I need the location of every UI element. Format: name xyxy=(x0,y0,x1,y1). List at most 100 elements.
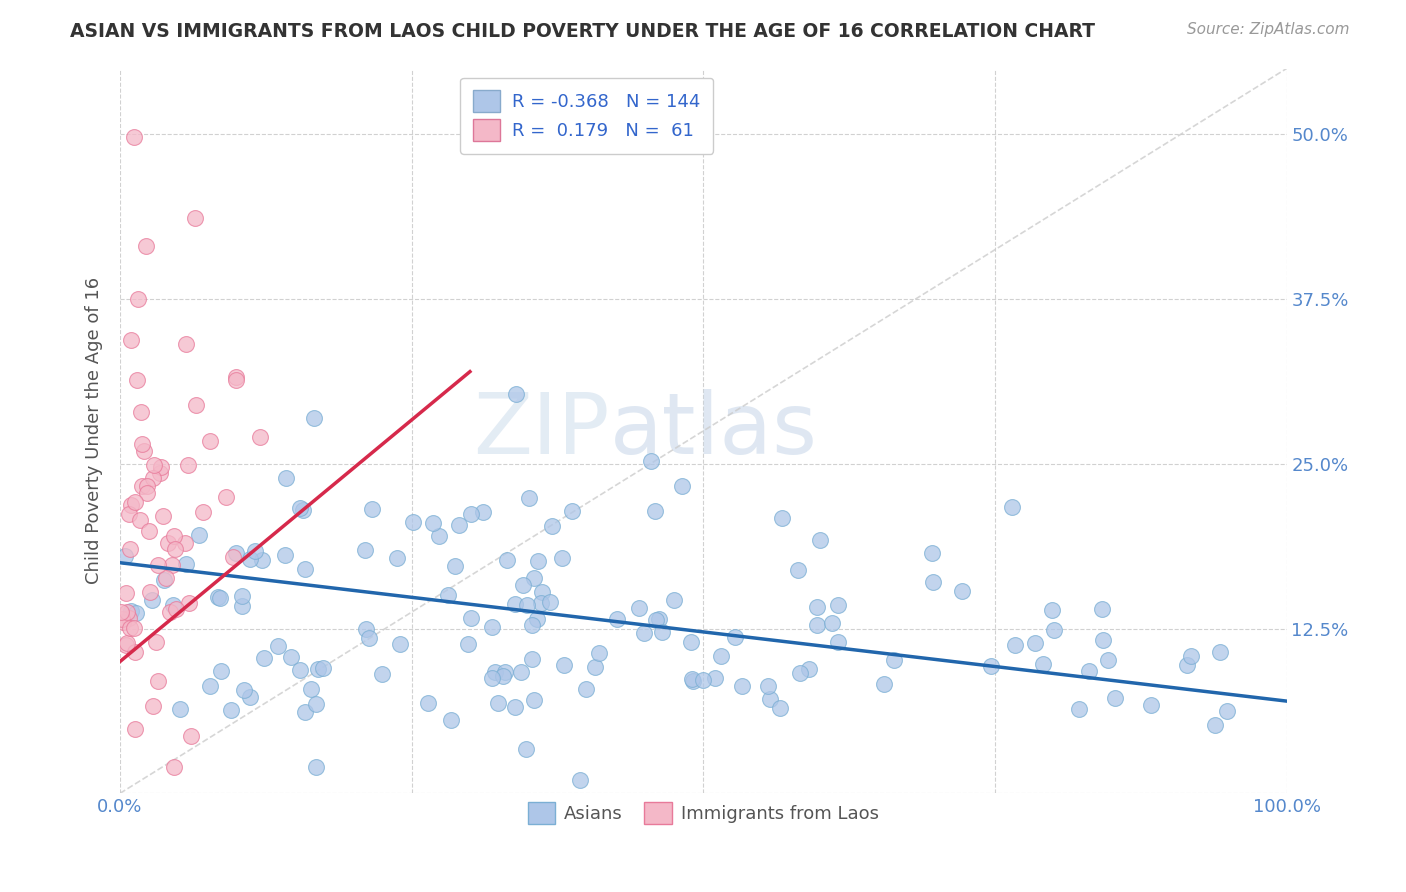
Point xyxy=(531,585,554,599)
Point xyxy=(114,638,136,652)
Point xyxy=(177,597,200,611)
Point xyxy=(225,370,247,384)
Point xyxy=(276,470,298,484)
Point xyxy=(120,604,142,618)
Point xyxy=(515,742,537,756)
Point xyxy=(520,618,543,632)
Point xyxy=(1180,648,1202,663)
Text: Source: ZipAtlas.com: Source: ZipAtlas.com xyxy=(1187,22,1350,37)
Point xyxy=(471,505,494,519)
Point xyxy=(606,612,628,626)
Point xyxy=(481,671,503,685)
Point xyxy=(1091,601,1114,615)
Y-axis label: Child Poverty Under the Age of 16: Child Poverty Under the Age of 16 xyxy=(86,277,103,584)
Point xyxy=(731,679,754,693)
Point xyxy=(645,613,668,627)
Point xyxy=(561,503,583,517)
Point xyxy=(291,503,314,517)
Point xyxy=(503,699,526,714)
Point xyxy=(163,760,186,774)
Point xyxy=(145,635,167,649)
Point xyxy=(460,611,482,625)
Point xyxy=(142,699,165,714)
Point xyxy=(806,600,828,615)
Point xyxy=(922,574,945,589)
Point xyxy=(127,373,149,387)
Point xyxy=(1204,718,1226,732)
Point xyxy=(648,612,671,626)
Point xyxy=(361,501,384,516)
Point xyxy=(253,651,276,665)
Point xyxy=(120,499,142,513)
Point xyxy=(115,635,138,649)
Point xyxy=(132,444,155,458)
Point xyxy=(302,410,325,425)
Point xyxy=(821,616,844,631)
Point xyxy=(492,669,515,683)
Point xyxy=(759,691,782,706)
Point xyxy=(198,679,221,693)
Point xyxy=(494,665,516,680)
Point xyxy=(118,541,141,556)
Legend: Asians, Immigrants from Laos: Asians, Immigrants from Laos xyxy=(517,791,890,835)
Point xyxy=(808,533,831,547)
Point xyxy=(359,631,381,645)
Point xyxy=(540,595,562,609)
Point xyxy=(980,658,1002,673)
Point xyxy=(1139,698,1161,712)
Point xyxy=(120,333,142,347)
Point xyxy=(756,679,779,693)
Point xyxy=(165,601,187,615)
Point xyxy=(142,471,165,485)
Point xyxy=(221,549,243,564)
Point xyxy=(128,512,150,526)
Point xyxy=(160,558,183,573)
Point xyxy=(770,511,793,525)
Point xyxy=(1077,664,1099,678)
Point xyxy=(503,597,526,611)
Point xyxy=(124,606,146,620)
Point xyxy=(786,563,808,577)
Point xyxy=(163,541,186,556)
Point xyxy=(457,637,479,651)
Point xyxy=(155,571,177,585)
Point xyxy=(135,239,157,253)
Point xyxy=(710,648,733,663)
Text: atlas: atlas xyxy=(610,390,818,473)
Point xyxy=(149,466,172,480)
Point xyxy=(1208,645,1230,659)
Point xyxy=(1032,657,1054,671)
Point xyxy=(159,606,181,620)
Point xyxy=(149,460,172,475)
Point xyxy=(950,584,973,599)
Point xyxy=(530,596,553,610)
Point xyxy=(163,529,186,543)
Point xyxy=(305,759,328,773)
Point xyxy=(644,504,666,518)
Point xyxy=(437,589,460,603)
Point xyxy=(288,500,311,515)
Point xyxy=(118,610,141,624)
Point xyxy=(484,665,506,680)
Point xyxy=(1216,704,1239,718)
Point xyxy=(307,661,329,675)
Point xyxy=(633,625,655,640)
Point xyxy=(553,658,575,673)
Point xyxy=(651,624,673,639)
Point xyxy=(460,508,482,522)
Point xyxy=(124,495,146,509)
Point xyxy=(294,705,316,719)
Point xyxy=(115,586,138,600)
Point xyxy=(568,773,591,788)
Point xyxy=(122,621,145,635)
Point xyxy=(827,635,849,649)
Point xyxy=(797,662,820,676)
Point xyxy=(422,516,444,530)
Point xyxy=(1004,638,1026,652)
Point xyxy=(146,558,169,573)
Point xyxy=(225,373,247,387)
Text: ZIP: ZIP xyxy=(474,390,610,473)
Point xyxy=(207,590,229,604)
Point xyxy=(385,551,408,566)
Point xyxy=(541,518,564,533)
